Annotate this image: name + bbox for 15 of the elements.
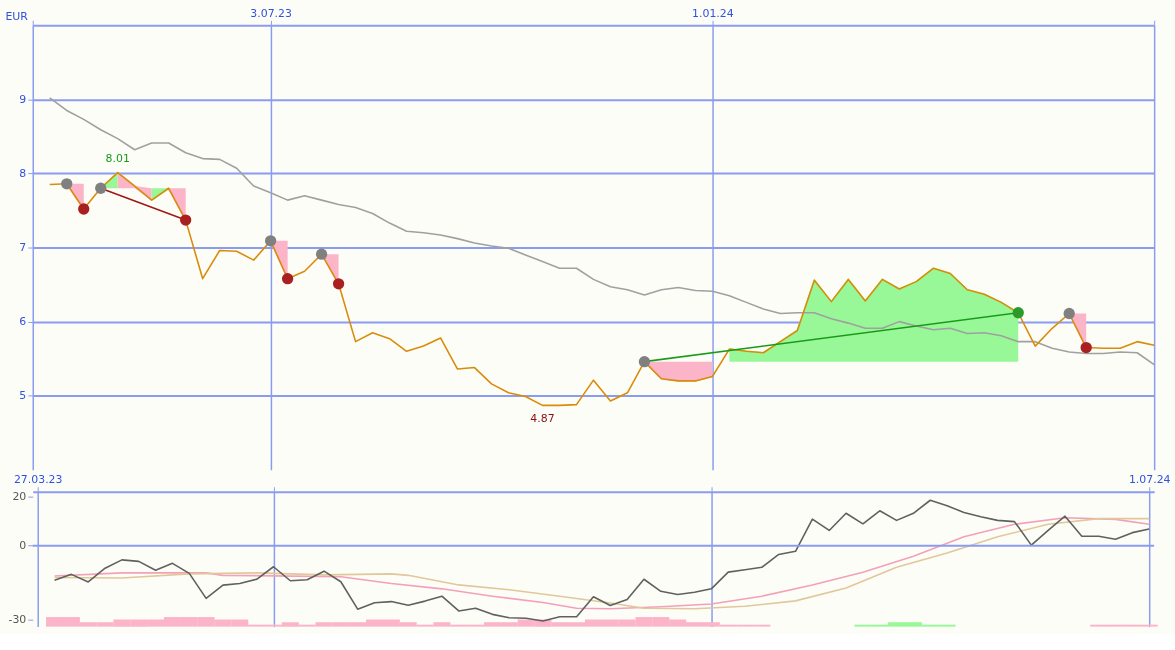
x-tick-label: 27.03.23 [13,473,63,487]
y-tick-label: 20 [12,490,27,504]
y-axis-title: EUR [5,9,29,23]
y-tick-label: 6 [19,315,27,329]
x-tick-label: 1.07.24 [1128,473,1171,487]
y-tick-label: 7 [19,241,27,255]
y-tick-label: -30 [8,612,27,626]
annotation: 8.01 [105,151,130,165]
x-tick-label: 3.07.23 [250,6,292,20]
annotation: 4.87 [530,412,555,426]
y-tick-label: 9 [19,92,27,106]
y-tick-label: 8 [19,166,27,180]
y-tick-label: 5 [19,389,27,403]
y-tick-label: 0 [19,539,27,553]
x-tick-label: 1.01.24 [692,6,734,20]
